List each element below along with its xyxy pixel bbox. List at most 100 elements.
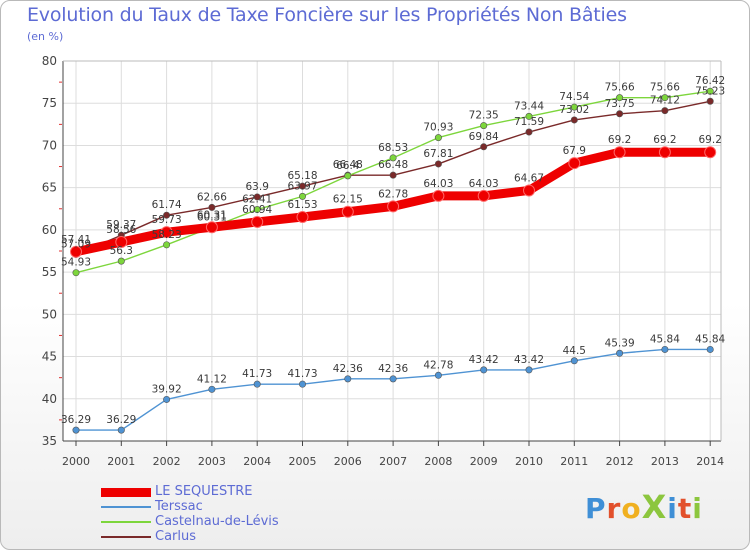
x-tick-label: 2013 [651,455,679,468]
data-label-terssac: 43.42 [514,354,544,366]
logo-letter: X [641,488,668,526]
legend-label-terssac: Terssac [155,499,203,514]
x-tick-label: 2007 [379,455,407,468]
y-tick-label: 70 [42,138,57,152]
y-tick-label: 65 [42,181,57,195]
data-label-terssac: 36.29 [106,414,136,426]
data-label-le-sequestre: 58.56 [106,224,136,236]
point-terssac [570,357,578,365]
point-carlus [298,182,306,190]
legend-item-castelnau-de-l-vis: Castelnau-de-Lévis [101,514,361,530]
data-label-carlus: 59.37 [106,219,136,231]
data-label-terssac: 42.78 [423,359,453,371]
point-castelnau-de-l-vis [570,103,578,111]
data-label-castelnau-de-l-vis: 58.23 [152,229,182,241]
point-le-sequestre [658,146,671,159]
point-carlus [434,160,442,168]
data-label-terssac: 45.39 [605,337,635,349]
data-label-terssac: 39.92 [152,383,182,395]
point-terssac [389,375,397,383]
y-tick-label: 35 [42,434,57,448]
point-terssac [72,426,80,434]
point-le-sequestre [341,205,354,218]
point-terssac [163,395,171,403]
x-tick-label: 2009 [470,455,498,468]
data-label-le-sequestre: 62.78 [378,188,408,200]
logo-letter: i [667,492,678,525]
point-castelnau-de-l-vis [389,154,397,162]
y-unit-label: (en %) [27,30,64,43]
point-terssac [253,380,261,388]
data-label-terssac: 41.73 [242,368,272,380]
point-le-sequestre [251,215,264,228]
logo-letter: r [606,492,622,525]
data-label-terssac: 36.29 [61,414,91,426]
y-tick-label: 80 [42,54,57,68]
point-le-sequestre [432,189,445,202]
point-castelnau-de-l-vis [72,269,80,277]
data-label-castelnau-de-l-vis: 54.93 [61,257,91,269]
logo-letter: P [585,492,607,525]
y-tick-label: 75 [42,96,57,110]
data-label-castelnau-de-l-vis: 75.66 [650,82,680,94]
point-castelnau-de-l-vis [434,134,442,142]
y-tick-label: 55 [42,265,57,279]
legend-label-carlus: Carlus [155,529,197,544]
point-castelnau-de-l-vis [163,241,171,249]
y-tick-label: 60 [42,223,57,237]
data-label-terssac: 45.84 [695,333,725,345]
series-layer [70,87,717,434]
x-tick-label: 2011 [560,455,588,468]
x-tick-label: 2012 [606,455,634,468]
point-carlus [208,203,216,211]
data-label-terssac: 42.36 [333,363,363,375]
data-label-carlus: 74.12 [650,95,680,107]
data-label-le-sequestre: 62.15 [333,194,363,206]
data-label-castelnau-de-l-vis: 56.3 [110,245,133,257]
point-carlus [661,107,669,115]
point-le-sequestre [115,236,128,249]
data-label-carlus: 66.48 [333,159,363,171]
point-le-sequestre [568,157,581,170]
data-label-le-sequestre: 59.73 [152,214,182,226]
data-label-le-sequestre: 69.2 [608,134,631,146]
point-le-sequestre [296,210,309,223]
data-label-carlus: 62.66 [197,191,227,203]
point-terssac [706,345,714,353]
data-label-castelnau-de-l-vis: 76.42 [695,75,725,87]
point-carlus [706,97,714,105]
data-label-castelnau-de-l-vis: 68.53 [378,142,408,154]
legend: LE SEQUESTRE Terssac Castelnau-de-Lévis Car… [101,484,361,545]
data-label-castelnau-de-l-vis: 74.54 [559,91,589,103]
data-label-carlus: 75.23 [695,85,725,97]
point-castelnau-de-l-vis [661,94,669,102]
x-tick-label: 2002 [153,455,181,468]
data-label-castelnau-de-l-vis: 66.4 [336,160,360,172]
point-terssac [344,375,352,383]
data-label-carlus: 61.74 [152,199,182,211]
data-label-carlus: 73.02 [559,104,589,116]
point-terssac [525,366,533,374]
data-label-le-sequestre: 67.9 [563,145,586,157]
data-label-le-sequestre: 57.41 [61,234,91,246]
point-carlus [570,116,578,124]
data-label-le-sequestre: 69.2 [653,134,676,146]
logo-letter: o [621,492,642,525]
legend-swatch-terssac [101,506,151,508]
data-label-carlus: 57.09 [61,238,91,250]
point-carlus [163,211,171,219]
data-label-terssac: 41.73 [287,368,317,380]
point-carlus [253,193,261,201]
point-le-sequestre [613,146,626,159]
data-label-le-sequestre: 61.53 [287,199,317,211]
data-label-castelnau-de-l-vis: 62.41 [242,194,272,206]
point-castelnau-de-l-vis [525,112,533,120]
proxiti-logo: ProXiti [585,488,703,526]
x-tick-label: 2001 [107,455,135,468]
data-label-castelnau-de-l-vis: 73.44 [514,100,544,112]
x-tick-label: 2004 [243,455,271,468]
x-tick-label: 2010 [515,455,543,468]
point-terssac [661,345,669,353]
